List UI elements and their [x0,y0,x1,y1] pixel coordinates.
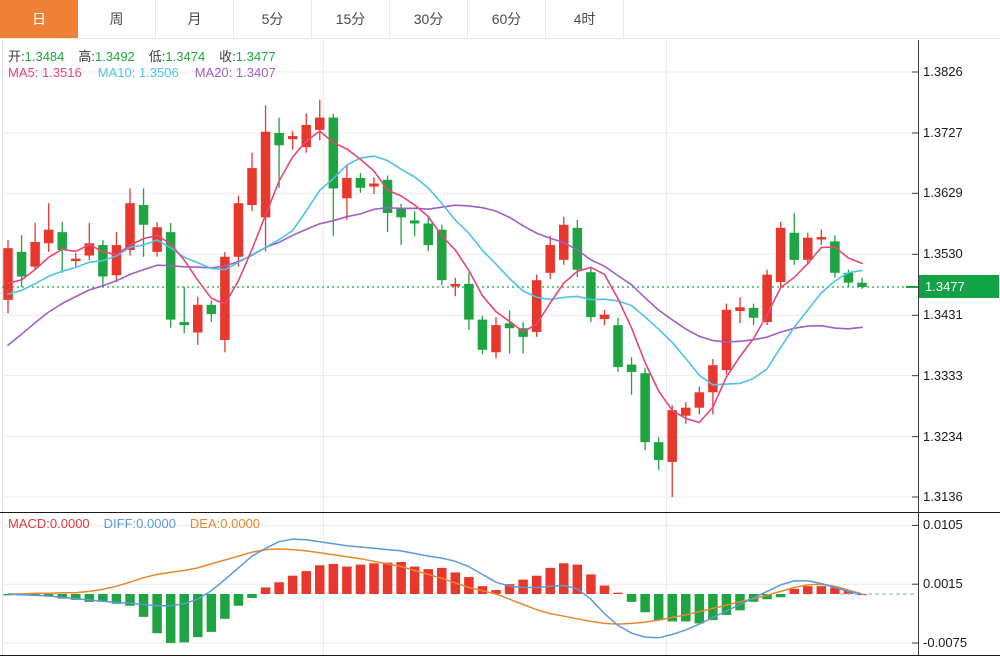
tab-60min[interactable]: 60分 [468,0,546,38]
close-label: 收: [219,49,236,64]
price-axis-label: 1.3333 [923,367,963,383]
macd-legend-row: MACD:0.0000 DIFF:0.0000 DEA:0.0000 [8,516,274,531]
tab-5min[interactable]: 5分 [234,0,312,38]
tab-30min[interactable]: 30分 [390,0,468,38]
ma10-legend: MA10: 1.3506 [97,65,179,80]
current-price-badge: 1.3477 [919,275,999,298]
low-label: 低: [148,49,166,64]
price-axis-label: 1.3629 [923,185,963,201]
open-value: 1.3484 [24,49,65,64]
dea-legend: DEA:0.0000 [189,516,261,531]
high-value: 1.3492 [95,49,135,64]
price-axis-label: 1.3727 [923,124,963,140]
open-label: 开: [8,49,25,64]
low-value: 1.3474 [165,49,206,64]
diff-legend: DIFF:0.0000 [103,516,176,531]
price-axis-label: 1.3234 [923,428,963,444]
macd-axis-label: -0.0075 [923,635,968,650]
macd-axis-label: 0.0015 [923,576,963,592]
tab-4hour[interactable]: 4时 [546,0,624,38]
tab-15min[interactable]: 15分 [312,0,390,38]
price-axis-label: 1.3136 [923,489,963,504]
macd-axis-label: 0.0105 [923,517,963,533]
tab-day[interactable]: 日 [0,0,78,38]
macd-legend: MACD:0.0000 [8,516,90,531]
price-axis-label: 1.3431 [923,307,963,323]
period-tabbar: 日 周 月 5分 15分 30分 60分 4时 [0,0,1000,39]
ma-legend-row: MA5: 1.3516 MA10: 1.3506 MA20: 1.3407 [8,65,292,80]
price-axis-label: 1.3530 [923,246,963,262]
ohlc-quote-row: 开:1.3484 高:1.3492 低:1.3474 收:1.3477 [8,46,290,65]
tab-week[interactable]: 周 [78,0,156,38]
ma20-legend: MA20: 1.3407 [194,65,276,80]
price-axis-label: 1.3826 [923,64,963,79]
high-label: 高: [78,49,96,64]
tab-month[interactable]: 月 [156,0,234,38]
ma5-legend: MA5: 1.3516 [8,65,82,80]
close-value: 1.3477 [235,49,276,64]
